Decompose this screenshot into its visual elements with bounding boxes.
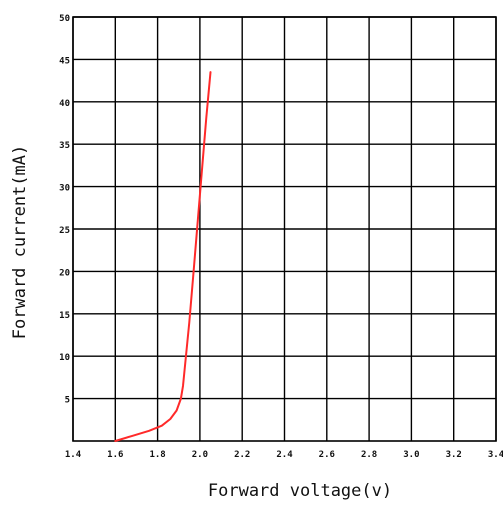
y-tick-label-7: 40 <box>59 99 70 109</box>
series-group <box>114 71 212 442</box>
y-tick-labels: 5 10 15 20 25 30 35 40 45 50 <box>59 14 70 406</box>
y-tick-label-2: 15 <box>59 311 70 321</box>
y-axis-label: Forward current(mA) <box>10 145 30 339</box>
plot-frame <box>72 16 497 442</box>
x-tick-label-2: 1.8 <box>149 450 165 460</box>
x-tick-label-9: 3.2 <box>446 450 462 460</box>
y-tick-label-1: 10 <box>59 353 70 363</box>
y-tick-label-5: 30 <box>59 184 70 194</box>
x-tick-label-5: 2.4 <box>276 450 293 460</box>
x-axis-label: Forward voltage(v) <box>208 481 392 501</box>
x-tick-label-6: 2.6 <box>319 450 335 460</box>
x-tick-label-1: 1.6 <box>107 450 123 460</box>
x-tick-label-10: 3.4 <box>488 450 503 460</box>
x-tick-labels: 1.4 1.6 1.8 2.0 2.2 2.4 2.6 2.8 3.0 3.2 3.4 <box>65 450 503 460</box>
x-tick-label-3: 2.0 <box>192 450 208 460</box>
y-tick-label-9: 50 <box>59 14 70 24</box>
y-tick-label-6: 35 <box>59 141 70 151</box>
x-tick-label-7: 2.8 <box>361 450 377 460</box>
y-tick-label-3: 20 <box>59 268 70 278</box>
y-tick-label-8: 45 <box>59 56 70 66</box>
y-tick-label-0: 5 <box>65 396 70 406</box>
x-tick-label-8: 3.0 <box>403 450 419 460</box>
x-tick-label-4: 2.2 <box>234 450 250 460</box>
series-line-0 <box>114 71 212 442</box>
y-tick-label-4: 25 <box>59 226 70 236</box>
x-tick-label-0: 1.4 <box>65 450 82 460</box>
grid <box>72 16 497 441</box>
